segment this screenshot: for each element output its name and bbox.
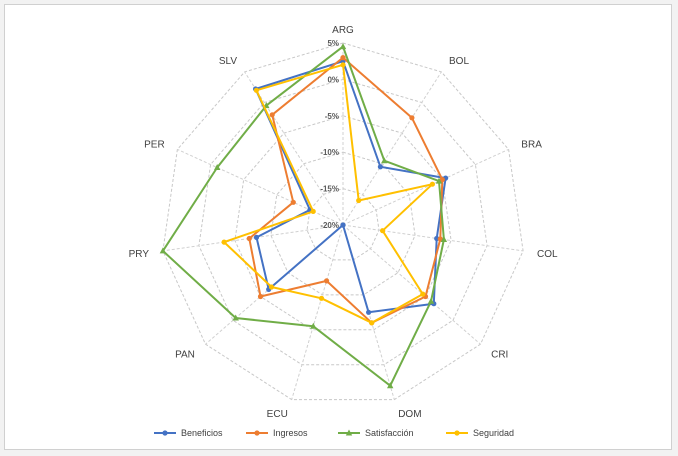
category-label-bol: BOL bbox=[449, 56, 469, 67]
data-point bbox=[214, 164, 221, 170]
legend-label: Ingresos bbox=[273, 428, 308, 438]
legend: Beneficios Ingresos Satisfacción Seguridad bbox=[154, 428, 514, 438]
data-point bbox=[366, 309, 372, 315]
data-point bbox=[429, 181, 435, 187]
grid-spoke bbox=[342, 148, 509, 226]
radial-tick-labels: 5% 0% -5% -10% -15% -20% bbox=[320, 39, 339, 230]
category-label-arg: ARG bbox=[332, 25, 354, 36]
data-point bbox=[387, 382, 394, 389]
radial-tick-label: -20% bbox=[320, 221, 339, 230]
category-label-pry: PRY bbox=[129, 249, 150, 260]
category-label-col: COL bbox=[537, 249, 558, 260]
data-point bbox=[380, 228, 386, 234]
series-line bbox=[223, 63, 434, 324]
series-satisfaccin bbox=[159, 43, 448, 389]
data-point bbox=[356, 197, 362, 204]
grid-ring bbox=[162, 42, 524, 401]
data-point bbox=[340, 222, 346, 228]
data-point bbox=[437, 236, 443, 242]
chart-frame: 5% 0% -5% -10% -15% -20% ARG BOL BRA COL CRI DOM EC… bbox=[4, 4, 672, 450]
data-point bbox=[268, 284, 275, 290]
data-point bbox=[290, 199, 296, 205]
grid-spoke bbox=[291, 224, 344, 400]
series-seguridad bbox=[221, 62, 435, 326]
legend-item-ingresos: Ingresos bbox=[246, 428, 308, 438]
radial-tick-label: -5% bbox=[325, 112, 339, 121]
series-line bbox=[254, 60, 447, 314]
category-label-ecu: ECU bbox=[267, 409, 288, 420]
legend-item-satisfaccin: Satisfacción bbox=[338, 428, 414, 438]
series-line bbox=[161, 45, 445, 387]
data-point bbox=[310, 208, 316, 214]
grid-spoke bbox=[244, 71, 344, 226]
legend-marker bbox=[454, 430, 460, 436]
data-point bbox=[253, 234, 260, 240]
grid-spoke bbox=[342, 224, 481, 345]
data-point bbox=[340, 55, 346, 61]
legend-marker bbox=[162, 430, 168, 436]
category-label-pan: PAN bbox=[175, 349, 195, 360]
data-point bbox=[269, 112, 275, 118]
data-point bbox=[318, 295, 325, 301]
legend-item-seguridad: Seguridad bbox=[446, 428, 514, 438]
category-label-bra: BRA bbox=[521, 140, 542, 151]
data-point bbox=[324, 278, 330, 284]
radial-tick-label: 0% bbox=[327, 75, 339, 84]
data-point bbox=[310, 322, 317, 329]
data-point bbox=[339, 43, 347, 50]
data-point bbox=[340, 62, 346, 68]
data-point bbox=[439, 177, 445, 183]
data-point bbox=[427, 297, 435, 304]
data-point bbox=[409, 115, 415, 121]
data-point bbox=[232, 314, 239, 321]
data-point bbox=[369, 320, 375, 326]
legend-item-beneficios: Beneficios bbox=[154, 428, 223, 438]
grid-ring bbox=[198, 78, 488, 366]
category-label-slv: SLV bbox=[219, 56, 237, 67]
category-label-per: PER bbox=[144, 140, 165, 151]
data-point bbox=[435, 177, 443, 184]
radial-tick-label: -15% bbox=[320, 185, 339, 194]
data-point bbox=[257, 293, 264, 300]
grid-ring bbox=[234, 115, 452, 331]
legend-label: Beneficios bbox=[181, 428, 223, 438]
data-point bbox=[377, 164, 383, 170]
legend-marker bbox=[345, 429, 353, 436]
category-label-dom: DOM bbox=[398, 409, 421, 420]
legend-label: Seguridad bbox=[473, 428, 514, 438]
data-point bbox=[440, 236, 448, 242]
data-point bbox=[381, 157, 388, 164]
radar-chart: 5% 0% -5% -10% -15% -20% ARG BOL BRA COL CRI DOM EC… bbox=[129, 25, 558, 438]
data-point bbox=[246, 235, 252, 242]
series-line bbox=[248, 56, 444, 324]
data-point bbox=[253, 87, 259, 93]
radial-tick-label: -10% bbox=[320, 148, 339, 157]
category-labels: ARG BOL BRA COL CRI DOM ECU PAN PRY PER SLV bbox=[129, 25, 558, 420]
legend-label: Satisfacción bbox=[365, 428, 414, 438]
legend-marker bbox=[254, 430, 260, 436]
data-point bbox=[420, 291, 426, 297]
grid-spoke bbox=[342, 224, 524, 252]
category-label-cri: CRI bbox=[491, 349, 508, 360]
grid-spoke bbox=[162, 224, 344, 252]
series-layer bbox=[159, 43, 449, 389]
data-point bbox=[159, 247, 167, 254]
radial-tick-label: 5% bbox=[327, 39, 339, 48]
data-point bbox=[221, 239, 227, 245]
radar-grid bbox=[162, 42, 524, 401]
